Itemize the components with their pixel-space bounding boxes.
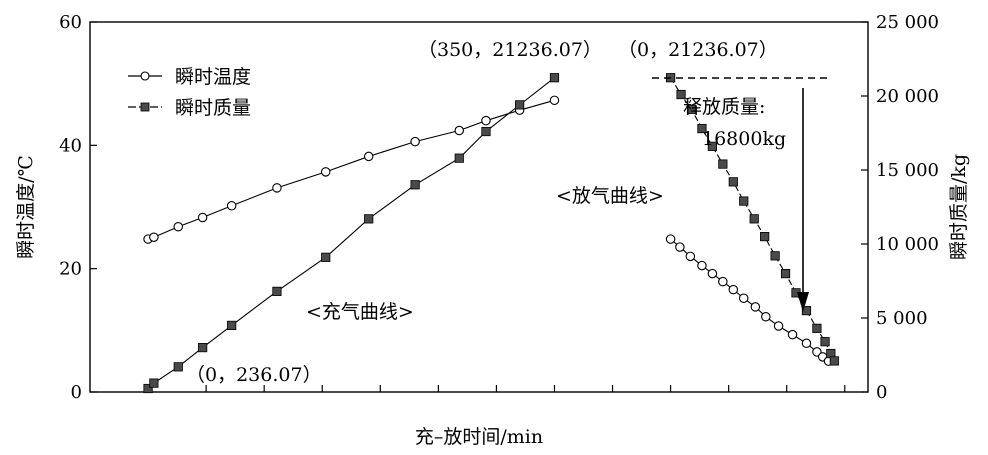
legend-label-mass: 瞬时质量 [175,97,251,119]
temperature-point [226,201,237,211]
mass-point [760,231,770,242]
right-tick-label: 15 000 [876,160,939,181]
annotation-point-discharge-start: （0，21236.07） [618,39,778,61]
left-tick-label: 40 [59,135,82,156]
temperature-point [197,212,208,223]
right-tick-label: 10 000 [876,234,939,255]
mass-point [718,159,728,169]
mass-point [780,268,791,279]
series-temperature [143,95,834,366]
temperature-line-charging [147,99,555,240]
mass-line-charging [147,77,555,389]
mass-point [481,126,491,137]
temperature-point [675,242,685,252]
mass-point [739,196,749,206]
temperature-point [149,232,159,242]
right-axis-title: 瞬时质量/kg [948,154,970,260]
annotation-charge-curve: <充气曲线> [306,301,414,323]
mass-point [697,123,707,134]
mass-point [227,320,237,331]
legend-marker-mass [140,102,150,112]
mass-point [749,214,759,224]
legend-label-temperature: 瞬时温度 [175,66,251,88]
mass-point [820,337,830,347]
temperature-point [410,136,420,147]
temperature-point [707,268,718,279]
annotation-released-mass-value: 16800kg [702,128,786,150]
temperature-point [363,151,374,162]
mass-point [173,362,183,372]
temperature-point [685,251,696,262]
x-axis-title: 充–放时间/min [415,426,543,448]
mass-point [728,177,738,187]
temperature-point [718,276,728,287]
plot-frame [89,21,869,393]
left-tick-label: 60 [59,12,82,33]
temperature-point [272,183,282,193]
annotations: （350，21236.07） （0，21236.07） （0，236.07） <… [186,39,830,386]
mass-point [686,104,697,114]
mass-point [829,356,839,366]
temperature-line-discharging [670,238,829,362]
mass-point [364,214,374,224]
temperature-point [750,302,761,312]
temperature-point [665,234,676,244]
left-tick-label: 20 [59,259,82,280]
legend-marker-temperature [140,71,150,81]
mass-point [198,342,208,353]
temperature-point [697,260,707,271]
temperature-point [773,321,784,331]
mass-point [801,305,812,316]
right-tick-label: 25 000 [876,12,939,33]
right-tick-label: 20 000 [876,86,939,107]
mass-point [676,89,686,100]
mass-point [770,251,780,261]
temperature-point [320,167,331,177]
left-axis-title: 瞬时温度/℃ [15,155,37,259]
annotation-discharge-curve: <放气曲线> [556,185,664,207]
temperature-point [481,115,491,126]
mass-point [321,252,331,262]
temperature-point [761,312,771,322]
mass-point [454,153,464,163]
temperature-point [549,95,560,106]
mass-point [707,141,718,151]
temperature-point [728,284,739,295]
right-tick-label: 5 000 [876,308,928,329]
left-tick-label: 0 [71,382,82,403]
temperature-point [787,329,798,340]
mass-point [410,180,420,190]
annotation-released-mass-label: 释放质量: [683,96,765,118]
legend: 瞬时温度 瞬时质量 [128,66,251,119]
temperature-point [173,221,184,232]
annotation-point-charge-start: （0，236.07） [186,364,322,386]
series-mass [143,73,839,394]
mass-point [812,323,822,333]
mass-point [149,378,159,388]
axes: 0 20 40 60 0 5 000 10 000 15 000 20 000 25 000 充–放… [15,12,970,448]
right-tick-label: 0 [876,382,887,403]
temperature-point [801,338,812,349]
mass-point [549,73,560,83]
mass-point [515,100,525,110]
annotation-point-charge-end: （350，21236.07） [418,39,602,61]
mass-point [272,286,282,296]
release-arrow-head [797,292,809,312]
temperature-point [739,293,749,304]
temperature-point [454,125,465,136]
mass-point [143,383,153,394]
